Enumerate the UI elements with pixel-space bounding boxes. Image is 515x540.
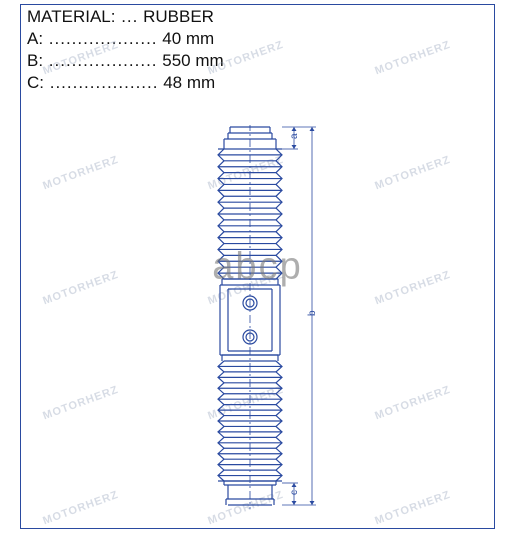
spec-row-a: A: ................... 40 mm [27,29,224,51]
svg-text:a: a [289,133,300,139]
spec-dots: ................... [43,51,157,71]
spec-value: 550 mm [158,51,224,71]
svg-text:c: c [289,490,300,495]
spec-label: B: [27,51,43,71]
watermark-text: MOTORHERZ [373,154,452,193]
spec-label: A: [27,29,43,49]
watermark-text: MOTORHERZ [41,154,120,193]
spec-dots: ... [115,7,138,27]
spec-value: 48 mm [158,73,215,93]
watermark-text: MOTORHERZ [373,384,452,423]
watermark-text: MOTORHERZ [41,489,120,528]
spec-dots: ................... [44,73,158,93]
spec-value: 40 mm [158,29,215,49]
spec-label: C: [27,73,44,93]
svg-text:b: b [307,310,318,316]
boot-svg: a b c [178,125,338,525]
watermark-text: MOTORHERZ [41,269,120,308]
spec-row-c: C: ................... 48 mm [27,73,224,95]
spec-dots: ................... [43,29,157,49]
watermark-text: MOTORHERZ [373,269,452,308]
spec-row-material: MATERIAL: ... RUBBER [27,7,224,29]
watermark-text: MOTORHERZ [373,489,452,528]
technical-drawing: a b c [178,125,338,530]
spec-row-b: B: ................... 550 mm [27,51,224,73]
spec-table: MATERIAL: ... RUBBER A: ................… [27,7,224,95]
spec-value: RUBBER [138,7,214,27]
watermark-text: MOTORHERZ [41,384,120,423]
watermark-text: MOTORHERZ [373,39,452,78]
spec-label: MATERIAL: [27,7,115,27]
drawing-frame: MATERIAL: ... RUBBER A: ................… [20,4,495,529]
